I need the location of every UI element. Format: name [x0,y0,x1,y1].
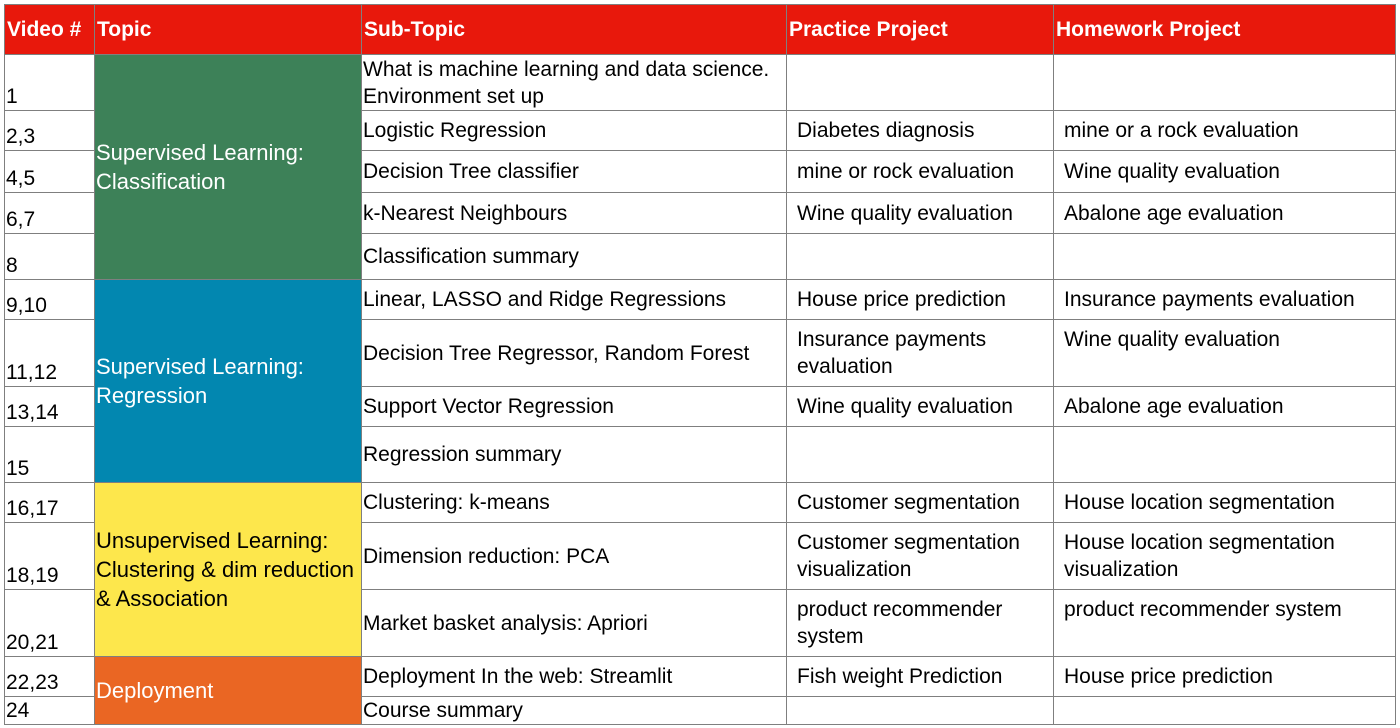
table-row: 22,23 Deployment Deployment In the web: … [4,656,1396,725]
topic-regression: Supervised Learning: Regression [94,279,362,483]
video-number: 1 [4,54,95,111]
course-table-container: Video # Topic Sub-Topic Practice Project… [4,4,1396,725]
video-number: 16,17 [4,482,95,523]
table-row: 4,5 Decision Tree classifier mine or roc… [4,150,1396,193]
table-row: 9,10 Supervised Learning: Regression Lin… [4,279,1396,483]
table-row: 13,14 Support Vector Regression Wine qua… [4,386,1396,427]
header-subtopic: Sub-Topic [361,4,787,55]
homework-project: House location segmentation [1053,482,1396,523]
topic-unsupervised: Unsupervised Learning: Clustering & dim … [94,482,362,657]
table-row: 1 Supervised Learning: Classification Wh… [4,54,1396,280]
practice-project: Wine quality evaluation [786,192,1054,234]
video-number: 24 [4,696,95,725]
video-number: 18,19 [4,522,95,590]
subtopic: What is machine learning and data scienc… [361,54,787,111]
practice-project: Wine quality evaluation [786,386,1054,427]
video-number: 6,7 [4,192,95,234]
homework-project: mine or a rock evaluation [1053,110,1396,151]
header-practice-project: Practice Project [786,4,1054,55]
video-number: 4,5 [4,150,95,193]
table-row: 18,19 Dimension reduction: PCA Customer … [4,522,1396,590]
homework-project: Abalone age evaluation [1053,386,1396,427]
subtopic: Classification summary [361,233,787,280]
subtopic: Logistic Regression [361,110,787,151]
homework-project: Insurance payments evaluation [1053,279,1396,320]
practice-project: Insurance payments evaluation [786,319,1054,387]
table-row: 24 Course summary [4,696,1396,725]
practice-project: Customer segmentation visualization [786,522,1054,590]
practice-project [786,426,1054,483]
video-number: 9,10 [4,279,95,320]
subtopic: Market basket analysis: Apriori [361,589,787,657]
practice-project: Diabetes diagnosis [786,110,1054,151]
video-number: 11,12 [4,319,95,387]
course-table: Video # Topic Sub-Topic Practice Project… [4,4,1396,725]
homework-project: Abalone age evaluation [1053,192,1396,234]
practice-project: mine or rock evaluation [786,150,1054,193]
header-topic: Topic [94,4,362,55]
video-number: 13,14 [4,386,95,427]
subtopic: Clustering: k-means [361,482,787,523]
video-number: 15 [4,426,95,483]
table-row: 11,12 Decision Tree Regressor, Random Fo… [4,319,1396,387]
practice-project [786,233,1054,280]
homework-project: product recommender system [1053,589,1396,657]
video-number: 2,3 [4,110,95,151]
practice-project: Customer segmentation [786,482,1054,523]
homework-project [1053,426,1396,483]
practice-project [786,696,1054,725]
table-row: 20,21 Market basket analysis: Apriori pr… [4,589,1396,657]
practice-project: House price prediction [786,279,1054,320]
header-video: Video # [4,4,95,55]
topic-deployment: Deployment [94,656,362,725]
header-homework-project: Homework Project [1053,4,1396,55]
homework-project [1053,233,1396,280]
header-row: Video # Topic Sub-Topic Practice Project… [4,4,1396,55]
video-number: 8 [4,233,95,280]
table-row: 6,7 k-Nearest Neighbours Wine quality ev… [4,192,1396,234]
video-number: 22,23 [4,656,95,697]
homework-project [1053,696,1396,725]
subtopic: Linear, LASSO and Ridge Regressions [361,279,787,320]
subtopic: Support Vector Regression [361,386,787,427]
video-number: 20,21 [4,589,95,657]
subtopic: Deployment In the web: Streamlit [361,656,787,697]
practice-project [786,54,1054,111]
homework-project: House location segmentation visualizatio… [1053,522,1396,590]
subtopic: Course summary [361,696,787,725]
table-row: 2,3 Logistic Regression Diabetes diagnos… [4,110,1396,151]
practice-project: product recommender system [786,589,1054,657]
practice-project: Fish weight Prediction [786,656,1054,697]
subtopic: Regression summary [361,426,787,483]
homework-project [1053,54,1396,111]
homework-project: House price prediction [1053,656,1396,697]
table-row: 16,17 Unsupervised Learning: Clustering … [4,482,1396,657]
topic-classification: Supervised Learning: Classification [94,54,362,280]
homework-project: Wine quality evaluation [1053,150,1396,193]
subtopic: Decision Tree Regressor, Random Forest [361,319,787,387]
subtopic: Decision Tree classifier [361,150,787,193]
subtopic: Dimension reduction: PCA [361,522,787,590]
homework-project: Wine quality evaluation [1053,319,1396,387]
subtopic: k-Nearest Neighbours [361,192,787,234]
